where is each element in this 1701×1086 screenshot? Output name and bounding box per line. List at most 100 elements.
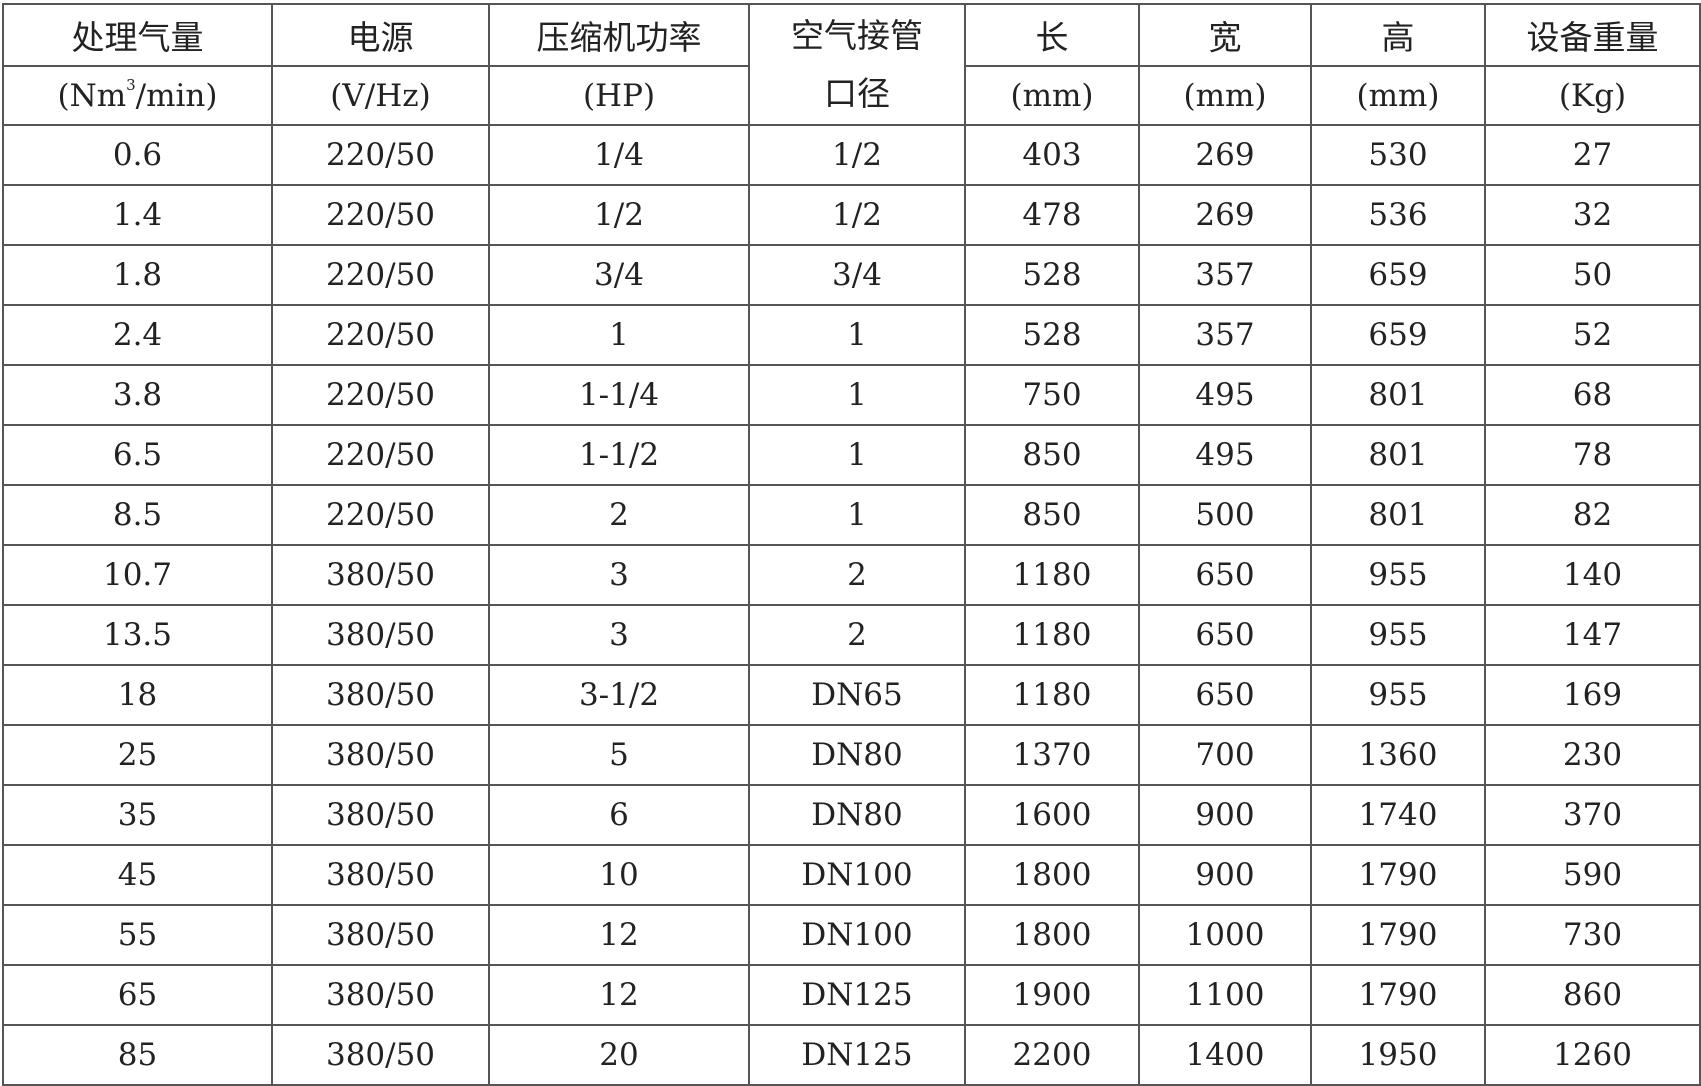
table-cell: 1950	[1310, 1024, 1486, 1086]
table-cell: 2.4	[2, 304, 273, 366]
table-cell: 269	[1138, 124, 1312, 186]
table-cell: 500	[1138, 484, 1312, 546]
header-compressor: 压缩机功率	[488, 3, 750, 67]
table-cell: 2	[748, 544, 966, 606]
table-cell: 801	[1310, 484, 1486, 546]
table-cell: 1180	[964, 604, 1140, 666]
table-row: 18 380/50 3-1/2 DN65 1180 650 955 169	[2, 664, 1701, 726]
table-cell: 380/50	[271, 604, 490, 666]
table-cell: 68	[1484, 364, 1701, 426]
table-cell: 1/2	[488, 184, 750, 246]
table-cell: 1000	[1138, 904, 1312, 966]
table-cell: 25	[2, 724, 273, 786]
table-cell: 370	[1484, 784, 1701, 846]
table-row: 55 380/50 12 DN100 1800 1000 1790 730	[2, 904, 1701, 966]
table-cell: 380/50	[271, 664, 490, 726]
table-cell: 220/50	[271, 364, 490, 426]
table-cell: 380/50	[271, 724, 490, 786]
table-cell: 380/50	[271, 844, 490, 906]
table-cell: 1790	[1310, 844, 1486, 906]
table-cell: 478	[964, 184, 1140, 246]
table-row: 1.8 220/50 3/4 3/4 528 357 659 50	[2, 244, 1701, 306]
unit-power: (V/Hz)	[271, 65, 490, 126]
table-cell: 1	[748, 304, 966, 366]
table-cell: 1.4	[2, 184, 273, 246]
table-cell: 12	[488, 964, 750, 1026]
table-cell: 140	[1484, 544, 1701, 606]
table-cell: DN100	[748, 904, 966, 966]
table-cell: 380/50	[271, 904, 490, 966]
unit-hp: (HP)	[488, 65, 750, 126]
table-row: 10.7 380/50 3 2 1180 650 955 140	[2, 544, 1701, 606]
header-height: 高	[1310, 3, 1486, 67]
table-cell: 82	[1484, 484, 1701, 546]
table-cell: 900	[1138, 784, 1312, 846]
table-cell: DN100	[748, 844, 966, 906]
table-cell: 220/50	[271, 484, 490, 546]
table-cell: 1370	[964, 724, 1140, 786]
table-cell: 6.5	[2, 424, 273, 486]
table-row: 6.5 220/50 1-1/2 1 850 495 801 78	[2, 424, 1701, 486]
table-cell: 860	[1484, 964, 1701, 1026]
table-cell: 1790	[1310, 904, 1486, 966]
table-cell: 3-1/2	[488, 664, 750, 726]
table-cell: 6	[488, 784, 750, 846]
header-pipe-line2: 口径	[824, 74, 890, 113]
header-flow: 处理气量	[2, 3, 273, 67]
table-cell: 5	[488, 724, 750, 786]
table-cell: 45	[2, 844, 273, 906]
table-cell: 1	[488, 304, 750, 366]
table-row: 0.6 220/50 1/4 1/2 403 269 530 27	[2, 124, 1701, 186]
header-length: 长	[964, 3, 1140, 67]
unit-weight: (Kg)	[1484, 65, 1701, 126]
table-row: 1.4 220/50 1/2 1/2 478 269 536 32	[2, 184, 1701, 246]
table-cell: 730	[1484, 904, 1701, 966]
table-row: 65 380/50 12 DN125 1900 1100 1790 860	[2, 964, 1701, 1026]
table-cell: 1180	[964, 544, 1140, 606]
table-cell: 35	[2, 784, 273, 846]
table-cell: 10.7	[2, 544, 273, 606]
table-cell: 1900	[964, 964, 1140, 1026]
table-cell: 1-1/4	[488, 364, 750, 426]
table-cell: 52	[1484, 304, 1701, 366]
table-cell: 220/50	[271, 124, 490, 186]
table-cell: DN80	[748, 724, 966, 786]
table-cell: 0.6	[2, 124, 273, 186]
table-row: 25 380/50 5 DN80 1370 700 1360 230	[2, 724, 1701, 786]
table-cell: 220/50	[271, 184, 490, 246]
table-cell: 220/50	[271, 304, 490, 366]
table-cell: 269	[1138, 184, 1312, 246]
table-cell: 495	[1138, 424, 1312, 486]
table-cell: DN125	[748, 1024, 966, 1086]
table-cell: 801	[1310, 364, 1486, 426]
unit-flow: (Nm3/min)	[2, 65, 273, 126]
table-cell: 3	[488, 604, 750, 666]
unit-width: (mm)	[1138, 65, 1312, 126]
table-cell: 650	[1138, 604, 1312, 666]
table-cell: 850	[964, 424, 1140, 486]
table-cell: 3/4	[748, 244, 966, 306]
table-cell: 380/50	[271, 784, 490, 846]
table-cell: 1	[748, 484, 966, 546]
table-cell: 380/50	[271, 544, 490, 606]
table-cell: 955	[1310, 664, 1486, 726]
table-cell: 1400	[1138, 1024, 1312, 1086]
table-cell: 220/50	[271, 244, 490, 306]
table-row: 45 380/50 10 DN100 1800 900 1790 590	[2, 844, 1701, 906]
table-cell: 1740	[1310, 784, 1486, 846]
table-row: 35 380/50 6 DN80 1600 900 1740 370	[2, 784, 1701, 846]
table-cell: 13.5	[2, 604, 273, 666]
table-cell: 955	[1310, 544, 1486, 606]
table-cell: 8.5	[2, 484, 273, 546]
table-row: 8.5 220/50 2 1 850 500 801 82	[2, 484, 1701, 546]
table-cell: 1790	[1310, 964, 1486, 1026]
table-cell: 230	[1484, 724, 1701, 786]
table-cell: 169	[1484, 664, 1701, 726]
spec-table: 处理气量 电源 压缩机功率 空气接管 口径 长 宽 高 设备重量 (Nm3/min…	[2, 3, 1701, 1086]
unit-flow-sup: 3	[126, 75, 136, 94]
table-cell: 10	[488, 844, 750, 906]
table-cell: 50	[1484, 244, 1701, 306]
table-cell: 27	[1484, 124, 1701, 186]
table-cell: 403	[964, 124, 1140, 186]
table-cell: 147	[1484, 604, 1701, 666]
